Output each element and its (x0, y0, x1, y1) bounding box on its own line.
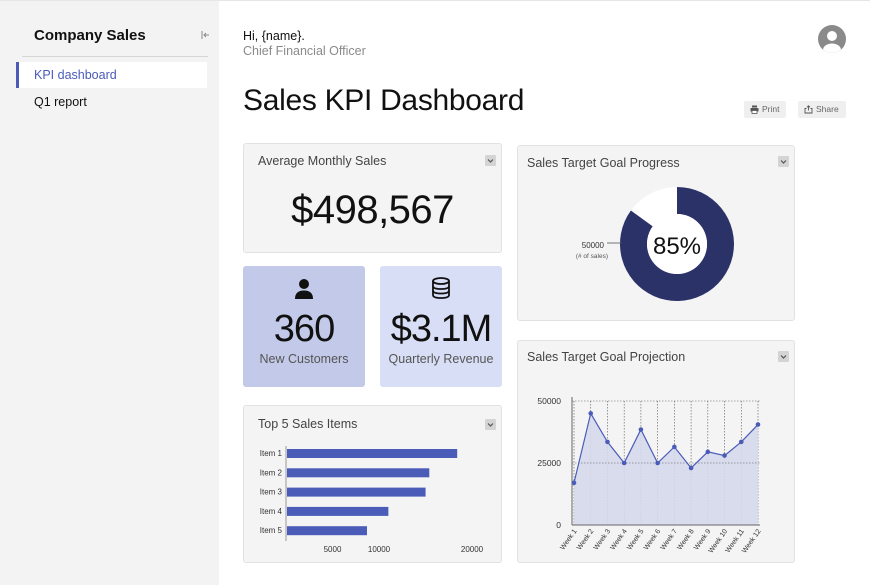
top-sales-items-chart: Item 1 Item 2 Item 3 Item 4 Item 5 5000 10000 2… (260, 446, 484, 554)
bar-category-label: Item 4 (260, 507, 283, 516)
area-point (755, 422, 761, 427)
area-line (573, 411, 759, 483)
sidebar-item-q1-report[interactable]: Q1 report (34, 95, 87, 109)
target-note: (# of sales) (576, 253, 608, 260)
share-icon (804, 105, 813, 114)
area-point (738, 439, 744, 445)
area-point (571, 480, 577, 486)
quarterly-revenue-label: Quarterly Revenue (388, 352, 494, 366)
goal-progress-chart: 50000 (# of sales) 85% (576, 187, 734, 301)
sidebar-title: Company Sales (34, 27, 146, 44)
area-fill (574, 413, 758, 525)
area-point (588, 411, 594, 416)
share-button[interactable]: Share (798, 101, 846, 118)
card-title: Top 5 Sales Items (258, 417, 358, 431)
card-title: Average Monthly Sales (258, 154, 387, 168)
area-y-tick-label: 25000 (537, 458, 561, 468)
sidebar-item-kpi-dashboard[interactable]: KPI dashboard (16, 62, 207, 88)
user-role: Chief Financial Officer (243, 44, 366, 58)
new-customers-value: 360 (273, 308, 335, 350)
bar (287, 506, 389, 516)
printer-icon (750, 105, 759, 114)
page-title: Sales KPI Dashboard (243, 84, 525, 117)
user-avatar-icon (823, 31, 841, 53)
area-point (605, 439, 610, 445)
chevron-down-icon[interactable] (485, 419, 496, 430)
new-customers-card: 360 New Customers (243, 266, 365, 387)
chevron-down-icon[interactable] (485, 155, 496, 166)
chevron-down-icon[interactable] (778, 351, 789, 362)
donut-center-label: 85% (653, 233, 701, 260)
average-sales-value: $498,567 (291, 188, 454, 232)
top-sales-items-card: Top 5 Sales Items Item 1 Item 2 Item 3 Item… (243, 405, 502, 563)
area-y-tick-label: 50000 (537, 396, 561, 406)
bar (287, 487, 426, 497)
card-title: Sales Target Goal Progress (527, 156, 680, 170)
bar-category-label: Item 2 (260, 468, 283, 477)
area-point (688, 465, 694, 471)
share-label: Share (816, 104, 839, 114)
bar (287, 468, 430, 478)
goal-progress-card: Sales Target Goal Progress 50000 (# of s… (517, 145, 795, 321)
area-point (621, 460, 627, 466)
average-monthly-sales-card: Average Monthly Sales $498,567 (243, 143, 502, 253)
bar-category-label: Item 1 (260, 449, 283, 458)
chevron-down-icon[interactable] (778, 156, 789, 167)
bar-category-label: Item 3 (260, 488, 283, 497)
sidebar-divider (22, 56, 208, 57)
bar (287, 526, 367, 536)
area-y-tick-label: 0 (556, 520, 561, 530)
target-label: 50000 (582, 241, 605, 250)
quarterly-revenue-value: $3.1M (390, 308, 493, 350)
greeting: Hi, {name}. (243, 29, 305, 43)
area-point (722, 453, 727, 458)
area-point (672, 444, 677, 450)
bar-x-tick-label: 20000 (461, 545, 484, 554)
goal-projection-card: Sales Target Goal Projection 0 25000 50000… (517, 340, 795, 563)
person-icon (295, 279, 313, 299)
top-border (0, 0, 870, 1)
bar-x-tick-label: 5000 (324, 545, 342, 554)
donut-progress-arc (620, 187, 734, 301)
bar (287, 449, 458, 458)
bar-x-tick-label: 10000 (368, 545, 391, 554)
quarterly-revenue-card: $3.1M Quarterly Revenue (380, 266, 502, 387)
card-title: Sales Target Goal Projection (527, 350, 686, 364)
collapse-sidebar-icon[interactable] (199, 28, 211, 40)
print-label: Print (762, 104, 780, 114)
area-point (638, 427, 644, 432)
database-icon (432, 277, 450, 299)
print-button[interactable]: Print (744, 101, 787, 118)
donut-hole (647, 214, 707, 274)
area-point (705, 449, 711, 455)
sidebar: Company Sales KPI dashboard Q1 report (0, 1, 219, 585)
new-customers-label: New Customers (259, 352, 349, 366)
avatar[interactable] (818, 25, 846, 53)
bar-category-label: Item 5 (260, 526, 283, 535)
area-point (655, 460, 660, 466)
